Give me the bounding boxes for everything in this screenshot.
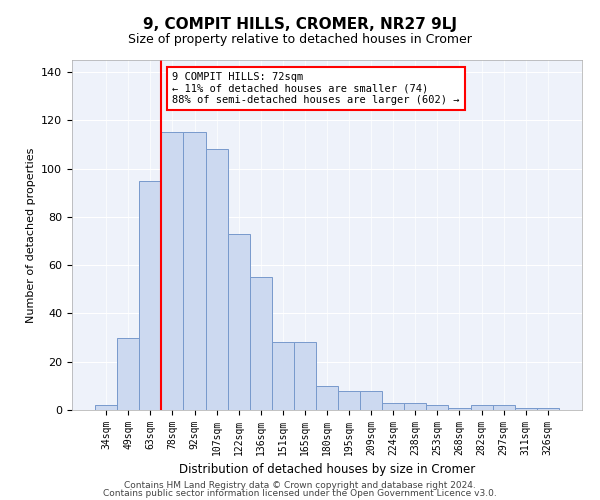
Bar	[427, 405, 448, 410]
Bar	[515, 408, 537, 410]
Bar	[382, 403, 404, 410]
Bar	[338, 390, 360, 410]
Text: Contains HM Land Registry data © Crown copyright and database right 2024.: Contains HM Land Registry data © Crown c…	[124, 480, 476, 490]
Text: Contains public sector information licensed under the Open Government Licence v3: Contains public sector information licen…	[103, 489, 497, 498]
Bar	[250, 277, 272, 410]
Text: Size of property relative to detached houses in Cromer: Size of property relative to detached ho…	[128, 32, 472, 46]
X-axis label: Distribution of detached houses by size in Cromer: Distribution of detached houses by size …	[179, 464, 475, 476]
Y-axis label: Number of detached properties: Number of detached properties	[26, 148, 35, 322]
Bar	[448, 408, 470, 410]
Bar	[294, 342, 316, 410]
Bar	[227, 234, 250, 410]
Bar	[272, 342, 294, 410]
Bar	[493, 405, 515, 410]
Bar	[206, 150, 227, 410]
Bar	[360, 390, 382, 410]
Bar	[184, 132, 206, 410]
Text: 9 COMPIT HILLS: 72sqm
← 11% of detached houses are smaller (74)
88% of semi-deta: 9 COMPIT HILLS: 72sqm ← 11% of detached …	[172, 72, 460, 106]
Bar	[161, 132, 184, 410]
Bar	[470, 405, 493, 410]
Bar	[95, 405, 117, 410]
Bar	[316, 386, 338, 410]
Text: 9, COMPIT HILLS, CROMER, NR27 9LJ: 9, COMPIT HILLS, CROMER, NR27 9LJ	[143, 18, 457, 32]
Bar	[117, 338, 139, 410]
Bar	[537, 408, 559, 410]
Bar	[139, 180, 161, 410]
Bar	[404, 403, 427, 410]
